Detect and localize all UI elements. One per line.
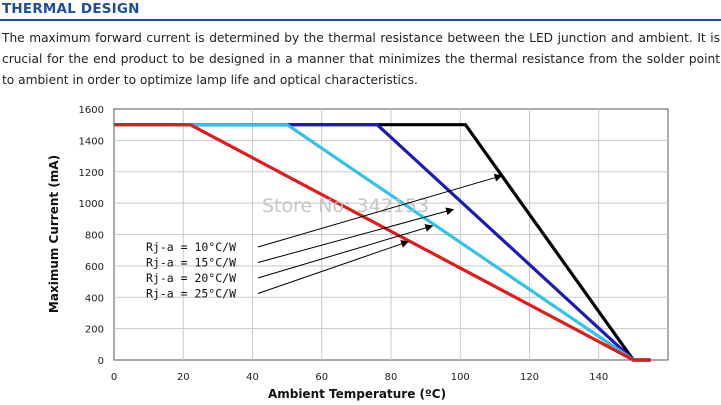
x-tick-label: 80: [385, 372, 398, 383]
y-tick-label: 400: [85, 293, 104, 304]
paragraph-text: The maximum forward current is determine…: [2, 31, 720, 87]
x-tick-label: 100: [451, 372, 470, 383]
y-axis-label: Maximum Current (mA): [47, 155, 61, 313]
annotation-arrow: [257, 207, 455, 263]
series-line: [114, 123, 651, 362]
annotation-label: Rj-a = 25°C/W: [146, 287, 236, 301]
x-tick-label: 0: [111, 372, 117, 383]
watermark-text: Store No: 342153: [262, 195, 429, 217]
x-axis-label: Ambient Temperature (ºC): [268, 387, 446, 401]
series-lines: [114, 123, 651, 362]
x-tick-label: 140: [589, 372, 608, 383]
y-tick-label: 0: [98, 356, 104, 367]
annotation-arrow: [257, 240, 410, 294]
x-tick-labels: 0 20 40 60 80 100 120 140: [111, 372, 608, 383]
y-tick-label: 1000: [79, 199, 104, 210]
section-title: THERMAL DESIGN: [2, 1, 140, 17]
y-tick-label: 600: [85, 262, 104, 273]
annotations: Rj-a = 10°C/W Rj-a = 15°C/WRj-a = 20°C/W R…: [146, 173, 503, 301]
y-tick-label: 1400: [79, 136, 104, 147]
annotation-label: Rj-a = 10°C/W: [146, 240, 236, 254]
x-tick-label: 120: [520, 372, 539, 383]
grid: [114, 109, 668, 360]
x-tick-label: 60: [315, 372, 328, 383]
annotation-arrow: [257, 173, 503, 248]
x-tick-label: 20: [177, 372, 190, 383]
description-paragraph: The maximum forward current is determine…: [2, 28, 720, 91]
annotation-arrow: [257, 224, 434, 279]
x-tick-label: 40: [246, 372, 259, 383]
title-divider: [0, 19, 721, 21]
annotation-label: Rj-a = 15°C/W: [146, 256, 236, 270]
y-tick-label: 1200: [79, 168, 104, 179]
y-tick-labels: 0 200 400 600 800 1000 1200 1400 1600: [79, 105, 104, 367]
y-tick-label: 1600: [79, 105, 104, 116]
y-tick-label: 800: [85, 231, 104, 242]
y-tick-label: 200: [85, 325, 104, 336]
annotation-label: Rj-a = 20°C/W: [146, 271, 236, 285]
